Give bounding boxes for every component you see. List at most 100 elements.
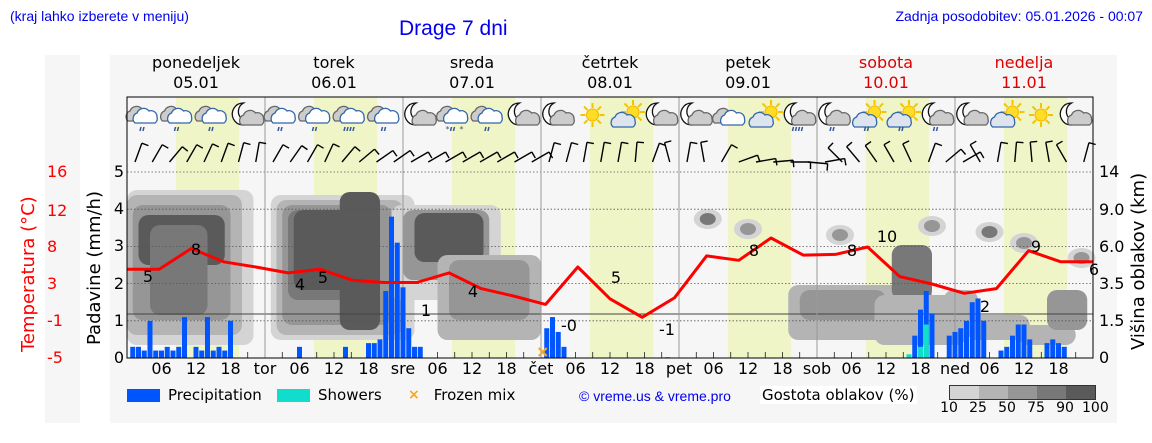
temperature-tick: 16 <box>47 162 68 181</box>
precipitation-bar <box>400 287 406 358</box>
precipitation-bar <box>170 350 176 358</box>
wind-barb-icon <box>945 148 967 163</box>
temperature-value-label: 2 <box>980 297 990 316</box>
precipitation-bar <box>199 350 205 358</box>
day-name: petek <box>725 53 771 72</box>
day-name: ponedeljek <box>152 53 240 72</box>
precipitation-bar <box>176 346 182 358</box>
cloud-rain-icon <box>263 105 296 132</box>
day-name: četrtek <box>581 53 639 72</box>
density-90 <box>1066 386 1095 399</box>
precipitation-bar <box>366 343 371 358</box>
plot-frame <box>126 96 1094 359</box>
wind-barb-icon <box>969 140 981 163</box>
day-label-08.01: četrtek 08.01 <box>545 53 675 93</box>
precipitation-bar <box>1004 346 1010 358</box>
moon-cloud-icon <box>645 102 679 126</box>
precipitation-tick: 3 <box>113 236 124 256</box>
hour-tick: 18 <box>1048 359 1069 378</box>
density-tick: 10 <box>940 400 958 416</box>
precipitation-tick: 1 <box>113 310 124 330</box>
wind-barb-icon <box>1045 140 1053 163</box>
moon-cloud-heavy-rain-icon <box>783 102 817 132</box>
precipitation-swatch <box>127 388 160 402</box>
density-75 <box>1037 386 1066 399</box>
precipitation-bar <box>918 309 923 358</box>
moon-cloud-rain-icon <box>818 102 851 132</box>
hour-tick: 18 <box>634 359 655 378</box>
precipitation-bar <box>1061 346 1067 358</box>
day-label-05.01: ponedeljek 05.01 <box>131 53 261 93</box>
sun-icon <box>1029 103 1053 127</box>
cloud-rain-icon <box>194 105 227 132</box>
precipitation-bar <box>205 317 210 358</box>
wind-barb-icon <box>663 140 672 163</box>
precipitation-bar <box>193 346 199 358</box>
sun-cloud-icon <box>610 100 645 128</box>
temperature-value-label: 5 <box>318 268 328 287</box>
last-update: Zadnja posodobitev: 05.01.2026 - 00:07 <box>895 8 1143 24</box>
density-tick: 75 <box>1027 400 1045 416</box>
density-tick: 90 <box>1056 400 1074 416</box>
hour-tick: 12 <box>599 359 621 378</box>
cloud-height-tick: 9.0 <box>1099 200 1125 219</box>
precipitation-bar <box>1044 343 1050 358</box>
temperature-value-label: 9 <box>1031 237 1041 256</box>
sun-cloud-icon <box>990 100 1025 128</box>
wind-barb-icon <box>479 151 502 163</box>
precipitation-bar <box>406 328 412 358</box>
density-25 <box>979 386 1008 399</box>
precipitation-bar <box>1010 335 1015 358</box>
temperature-axis-panel <box>45 55 80 423</box>
wind-barb-icon <box>1014 141 1024 163</box>
frozen-mix-marker <box>538 347 548 357</box>
moon-cloud-icon <box>542 102 575 126</box>
temperature-value-label: 5 <box>143 267 153 286</box>
temperature-value-label: 4 <box>295 275 305 294</box>
page-title: Drage 7 dni <box>399 17 508 40</box>
hour-tick: 18 <box>220 359 241 378</box>
day-label-09.01: petek 09.01 <box>683 53 813 93</box>
temperature-tick: 12 <box>47 201 68 220</box>
moon-cloud-icon <box>404 102 437 126</box>
precipitation-bar <box>906 354 912 358</box>
wind-barb-icon <box>393 149 415 163</box>
wind-barb-icon <box>496 151 519 163</box>
precipitation-bar <box>561 346 567 358</box>
weekday-tick: pet <box>665 359 693 378</box>
wind-barb-icon <box>1083 142 1096 163</box>
hour-tick: 12 <box>737 359 759 378</box>
precipitation-bar <box>136 346 141 358</box>
density-10 <box>950 386 979 399</box>
weather-icons-row: * * <box>125 100 1093 134</box>
wind-barb-icon <box>376 149 398 163</box>
precipitation-bar <box>929 313 935 358</box>
cloud-height-tick: 0 <box>1099 348 1110 367</box>
precipitation-bar <box>1015 324 1021 358</box>
frozen-mix-icon: × <box>408 387 420 403</box>
precipitation-bar <box>958 328 964 358</box>
wind-barb-icon <box>289 145 308 163</box>
wind-barb-icon <box>445 151 467 163</box>
hour-tick: 06 <box>427 359 448 378</box>
location-note[interactable]: (kraj lahko izberete v meniju) <box>10 8 189 24</box>
precipitation-bar <box>998 350 1004 358</box>
weekday-tick: tor <box>253 359 277 378</box>
wind-barb-icon <box>617 141 629 163</box>
wind-barb-icon <box>306 144 324 163</box>
legend-precipitation: Precipitation <box>127 386 262 404</box>
precipitation-bar <box>964 320 969 358</box>
temperature-tick: -5 <box>47 348 63 367</box>
temperature-value-label: 8 <box>847 241 857 260</box>
copyright-link[interactable]: © vreme.us & vreme.pro <box>579 388 731 404</box>
cloud-height-tick: 6.0 <box>1099 237 1125 256</box>
precipitation-tick: 0 <box>113 348 124 367</box>
precipitation-bar <box>371 343 377 358</box>
moon-cloud-icon <box>680 102 713 126</box>
day-date: 07.01 <box>449 73 495 92</box>
precipitation-bar <box>394 242 400 358</box>
sun-cloud-icon <box>748 100 783 128</box>
day-date: 06.01 <box>311 73 357 92</box>
cloud-rain-icon <box>160 105 193 132</box>
day-date: 05.01 <box>173 73 219 92</box>
